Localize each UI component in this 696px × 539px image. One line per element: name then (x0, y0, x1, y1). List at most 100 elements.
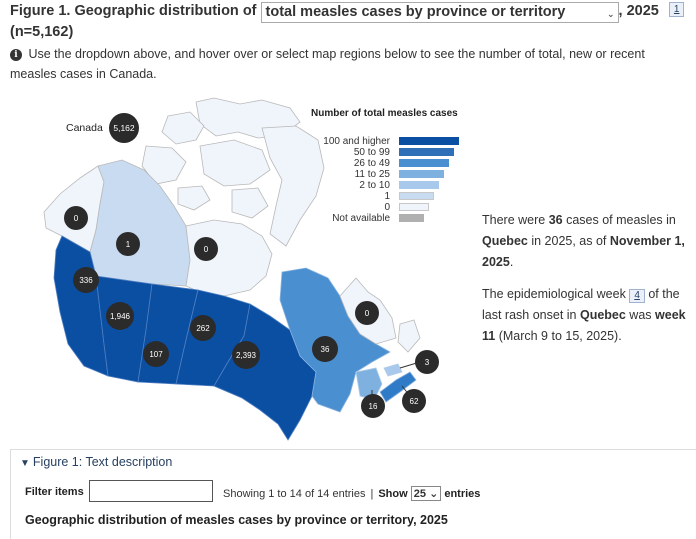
chevron-down-icon: ⌄ (607, 9, 615, 19)
legend-item-label: 2 to 10 (359, 180, 390, 191)
bubble-nova-scotia-value: 62 (410, 397, 419, 406)
page-length-value: 25 (413, 488, 426, 500)
legend-item: 1 (300, 191, 470, 202)
page-length-select[interactable]: 25 ⌄ (410, 486, 442, 501)
entries-label: entries (444, 488, 481, 500)
filter-input[interactable] (89, 480, 213, 502)
legend-swatch (399, 192, 434, 200)
bubble-british-columbia[interactable]: 336 (73, 267, 99, 293)
footnote-link-4[interactable]: 4 (629, 289, 645, 303)
region-summary-cases: There were 36 cases of measles in Quebec… (482, 213, 685, 269)
bubble-canada-value: 5,162 (113, 123, 135, 133)
text-description-toggle[interactable]: ▼ Figure 1: Text description (20, 455, 172, 469)
bubble-northwest-territories-value: 1 (126, 240, 131, 249)
legend-item-label: 50 to 99 (353, 147, 390, 158)
filter-label: Filter items (25, 486, 84, 498)
figure-instructions: i Use the dropdown above, and hover over… (10, 44, 680, 84)
figure-year: , 2025 (618, 3, 659, 19)
bubble-newfoundland-labrador-value: 0 (365, 309, 370, 318)
province-name: Quebec (482, 234, 528, 248)
triangle-down-icon: ▼ (20, 458, 30, 469)
table-info: Showing 1 to 14 of 14 entries | Show 25 ⌄ … (223, 486, 480, 501)
case-count: 36 (548, 213, 563, 227)
legend-swatch (399, 181, 439, 189)
legend-item-label: 11 to 25 (354, 169, 390, 180)
bubble-canada[interactable]: 5,162 (109, 113, 139, 143)
epi-week: week 11 (482, 308, 686, 343)
region-newfoundland[interactable] (397, 319, 421, 353)
measure-dropdown-value: total measles cases by province or terri… (265, 4, 566, 20)
chevron-down-icon: ⌄ (429, 488, 439, 500)
legend-swatch (399, 137, 459, 145)
region-nunavut-island-5[interactable] (261, 125, 325, 247)
region-nunavut-island-7[interactable] (177, 185, 211, 211)
legend-item: 50 to 99 (300, 147, 470, 158)
legend: 100 and higher 50 to 99 26 to 49 11 to 2… (300, 136, 470, 224)
legend-item-label: 0 (384, 202, 390, 213)
bubble-british-columbia-value: 336 (79, 276, 93, 285)
legend-swatch (399, 159, 449, 167)
bubble-alberta-value: 1,946 (110, 312, 131, 321)
legend-item-label: Not available (332, 213, 390, 224)
bubble-quebec-value: 36 (321, 345, 330, 354)
bubble-nova-scotia[interactable]: 62 (402, 389, 426, 413)
bubble-ontario[interactable]: 2,393 (232, 341, 260, 369)
legend-title: Number of total measles cases (311, 108, 458, 119)
footnote-link-1[interactable]: 1 (668, 2, 685, 17)
bubble-newfoundland-labrador[interactable]: 0 (355, 301, 379, 325)
legend-item-label: 26 to 49 (353, 158, 390, 169)
bubble-saskatchewan[interactable]: 107 (143, 341, 169, 367)
legend-item: 26 to 49 (300, 158, 470, 169)
bubble-new-brunswick-value: 16 (369, 402, 378, 411)
bubble-yukon[interactable]: 0 (64, 206, 88, 230)
bubble-new-brunswick[interactable]: 16 (361, 394, 385, 418)
region-nunavut-island-3[interactable] (141, 145, 187, 185)
region-northwest-territories[interactable] (89, 159, 191, 287)
legend-item: Not available (300, 213, 470, 224)
info-icon: i (10, 48, 22, 61)
legend-swatch (399, 214, 424, 222)
bubble-northwest-territories[interactable]: 1 (116, 232, 140, 256)
bubble-nunavut-value: 0 (204, 245, 209, 254)
legend-item-label: 100 and higher (323, 136, 390, 147)
show-label: Show (378, 488, 408, 500)
region-nunavut-island-2[interactable] (161, 111, 205, 145)
bubble-prince-edward-island-value: 3 (425, 358, 430, 367)
figure-title: Figure 1. Geographic distribution of tot… (10, 2, 690, 42)
canada-label: Canada (66, 122, 103, 134)
canada-map: Canada 5,162 0 1 0 336 1,946 107 (43, 97, 439, 441)
legend-item: 2 to 10 (300, 180, 470, 191)
region-nunavut-island-6[interactable] (231, 187, 269, 219)
bubble-quebec[interactable]: 36 (312, 336, 338, 362)
legend-item: 0 (300, 202, 470, 213)
legend-item-label: 1 (384, 191, 390, 202)
bubble-saskatchewan-value: 107 (149, 350, 163, 359)
region-new-brunswick[interactable] (355, 367, 383, 401)
separator: | (370, 488, 374, 500)
legend-item: 11 to 25 (300, 169, 470, 180)
bubble-ontario-value: 2,393 (236, 351, 257, 360)
text-description-panel: ▼ Figure 1: Text description Filter items… (10, 449, 696, 539)
legend-swatch (399, 148, 454, 156)
legend-item: 100 and higher (300, 136, 470, 147)
measure-dropdown[interactable]: total measles cases by province or terri… (260, 2, 619, 23)
bubble-manitoba-value: 262 (196, 324, 210, 333)
showing-entries: Showing 1 to 14 of 14 entries (223, 488, 366, 500)
region-summary: There were 36 cases of measles in Quebec… (482, 210, 692, 358)
region-nunavut-island-4[interactable] (199, 139, 271, 187)
province-name: Quebec (579, 308, 626, 322)
legend-swatch (399, 170, 444, 178)
region-prince-edward-island[interactable] (383, 363, 403, 377)
bubble-alberta[interactable]: 1,946 (106, 302, 134, 330)
as-of-date: November 1, 2025 (482, 234, 685, 269)
region-nova-scotia[interactable] (379, 371, 417, 403)
table-title: Geographic distribution of measles cases… (25, 513, 448, 527)
bubble-manitoba[interactable]: 262 (190, 315, 216, 341)
region-summary-week: The epidemiological week 4 of the last r… (482, 287, 686, 343)
bubble-prince-edward-island[interactable]: 3 (415, 350, 439, 374)
bubble-nunavut[interactable]: 0 (194, 237, 218, 261)
instructions-text: Use the dropdown above, and hover over o… (10, 47, 645, 81)
bubble-yukon-value: 0 (74, 214, 79, 223)
text-description-label: Figure 1: Text description (32, 455, 173, 469)
legend-swatch (399, 203, 429, 211)
